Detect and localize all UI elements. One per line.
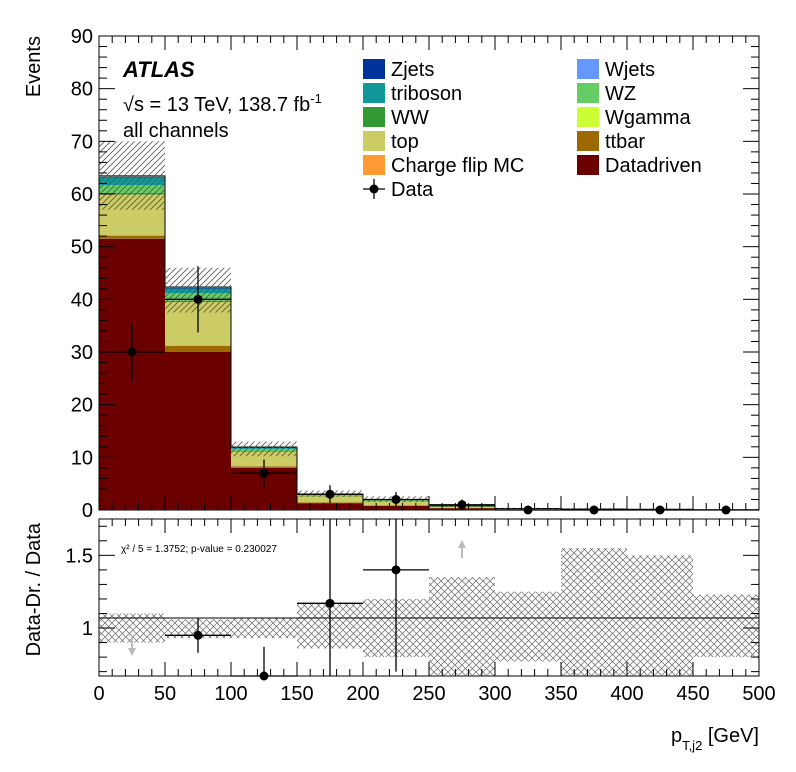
bar-datadriven	[363, 505, 429, 510]
offscale-arrowhead-up	[458, 540, 466, 548]
x-tick-label: 150	[280, 683, 313, 705]
data-point	[127, 347, 137, 357]
ratio-point	[391, 565, 401, 575]
legend-swatch-zjets	[363, 59, 385, 79]
bar-ttbar	[165, 345, 231, 352]
data-point	[655, 505, 665, 515]
x-tick-label: 300	[478, 683, 511, 705]
legend-swatch-charge-flip-mc	[363, 155, 385, 175]
stacked-bars	[98, 175, 760, 511]
x-axis-label-unit: [GeV]	[702, 725, 759, 747]
x-tick-label: 500	[742, 683, 775, 705]
data-point	[193, 294, 203, 304]
x-axis-label-main: p	[671, 725, 682, 747]
x-axis: 0 50 100 150 200 250 300 350 400 450 500	[93, 36, 776, 705]
y-tick-label: 20	[71, 395, 93, 417]
x-tick-label: 350	[544, 683, 577, 705]
y-tick-label: 50	[71, 237, 93, 259]
legend-label-top: top	[391, 131, 419, 153]
x-axis-label: pT,j2 [GeV]	[671, 725, 759, 753]
ratio-point	[259, 671, 269, 681]
energy-label-sup: -1	[310, 91, 322, 106]
x-axis-label-sub: T,j2	[682, 738, 702, 753]
legend-label-wgamma: Wgamma	[605, 107, 691, 129]
svg-text:pT,j2 [GeV]: pT,j2 [GeV]	[671, 725, 759, 753]
legend-label-ttbar: ttbar	[605, 131, 645, 153]
data-point	[457, 500, 467, 510]
legend-swatch-ww	[363, 107, 385, 127]
y-axis-label-bottom: Data-Dr. / Data	[23, 522, 45, 656]
legend-swatch-datadriven	[577, 155, 599, 175]
bar-datadriven	[165, 352, 231, 510]
legend-swatch-ttbar	[577, 131, 599, 151]
x-tick-label: 100	[214, 683, 247, 705]
legend-swatch-wz	[577, 83, 599, 103]
ratio-band-bin	[495, 591, 561, 662]
uncertainty-bin	[99, 141, 165, 210]
uncertainty-bin	[231, 441, 297, 457]
data-point	[523, 505, 533, 515]
legend-label-triboson: triboson	[391, 83, 462, 105]
ratio-band-bin	[693, 594, 759, 658]
legend-swatch-wgamma	[577, 107, 599, 127]
offscale-arrowhead-down	[128, 648, 136, 656]
ratio-points	[128, 519, 466, 681]
y-axis-label-top: Events	[23, 36, 45, 97]
legend-label-wz: WZ	[605, 83, 636, 105]
stat-text: χ² / 5 = 1.3752; p-value = 0.230027	[121, 544, 277, 555]
x-tick-label: 250	[412, 683, 445, 705]
legend-label-data: Data	[391, 179, 434, 201]
ratio-tick-label: 1	[82, 618, 93, 640]
legend-label-wjets: Wjets	[605, 59, 655, 81]
data-point	[721, 505, 731, 515]
y-tick-label: 30	[71, 342, 93, 364]
data-point	[589, 505, 599, 515]
ratio-point	[193, 630, 203, 640]
ratio-band-bin	[627, 555, 693, 676]
atlas-label: ATLAS	[122, 57, 195, 82]
x-tick-label: 0	[93, 683, 104, 705]
x-tick-label: 200	[346, 683, 379, 705]
x-tick-label: 450	[676, 683, 709, 705]
ratio-point	[325, 598, 335, 608]
channel-label: all channels	[123, 120, 229, 142]
ratio-band-bin	[231, 617, 297, 639]
y-tick-label: 90	[71, 26, 93, 48]
data-point	[391, 494, 401, 504]
top-y-axis: 0 10 20 30 40 50 60 70 80 90	[71, 26, 759, 522]
ratio-band-bin	[561, 548, 627, 676]
legend-label-ww: WW	[391, 107, 429, 129]
data-point	[325, 489, 335, 499]
bar-ttbar	[99, 235, 165, 239]
legend-label-zjets: Zjets	[391, 59, 434, 81]
x-tick-label: 400	[610, 683, 643, 705]
ratio-tick-label: 1.5	[65, 545, 93, 567]
y-tick-label: 40	[71, 289, 93, 311]
x-tick-label: 50	[154, 683, 176, 705]
legend-marker-data	[369, 184, 379, 194]
legend-swatch-wjets	[577, 59, 599, 79]
data-points	[99, 266, 759, 515]
ratio-uncertainty-band	[99, 548, 759, 676]
legend-swatch-triboson	[363, 83, 385, 103]
bar-datadriven	[297, 503, 363, 510]
energy-label: √s = 13 TeV, 138.7 fb-1	[123, 91, 322, 116]
bottom-y-axis: 11.5	[65, 525, 759, 673]
data-point	[259, 468, 269, 478]
y-tick-label: 70	[71, 131, 93, 153]
y-tick-label: 60	[71, 184, 93, 206]
ratio-band-bin	[429, 577, 495, 676]
y-tick-label: 10	[71, 447, 93, 469]
y-tick-label: 80	[71, 79, 93, 101]
legend-label-charge-flip-mc: Charge flip MC	[391, 155, 524, 177]
legend-label-datadriven: Datadriven	[605, 155, 702, 177]
legend-swatch-top	[363, 131, 385, 151]
y-tick-label: 0	[82, 500, 93, 522]
